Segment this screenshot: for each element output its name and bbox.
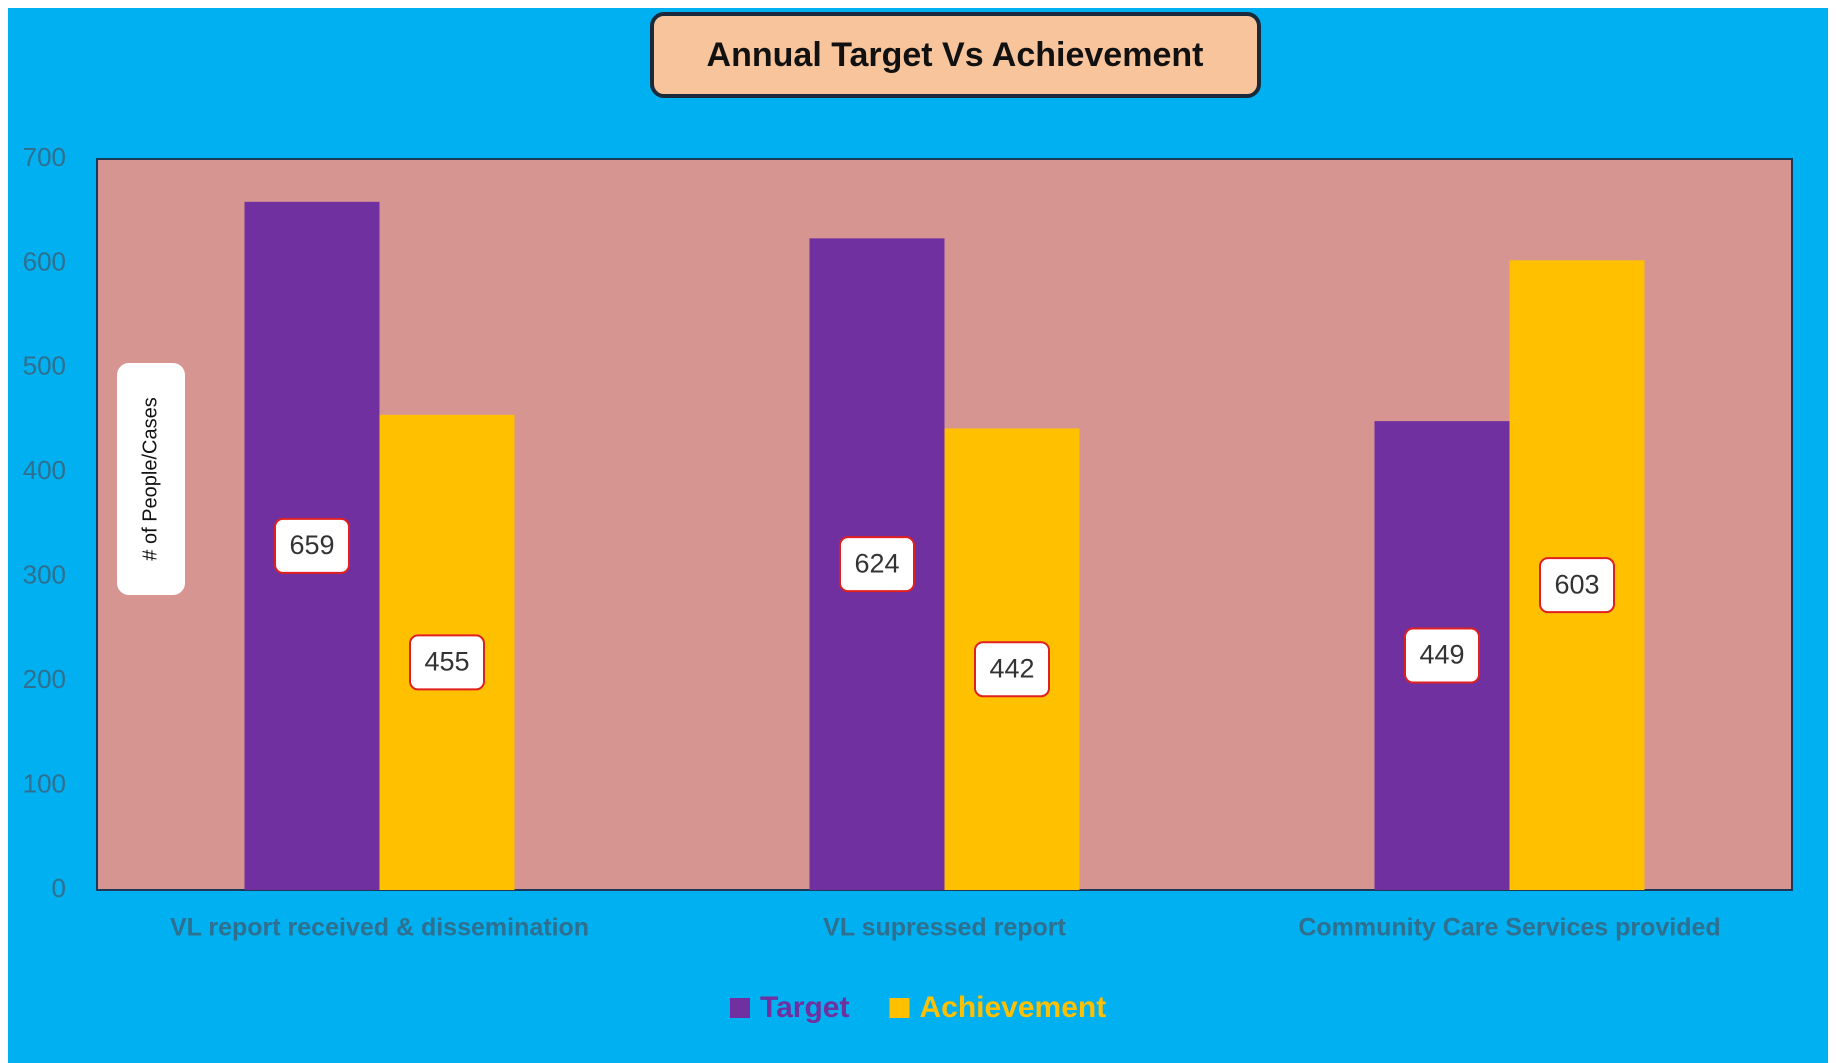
y-label-box	[117, 363, 185, 595]
data-label-box	[1404, 627, 1480, 684]
y-tick-label: 300	[23, 560, 66, 590]
y-tick-label: 500	[23, 351, 66, 381]
data-label-box	[409, 634, 485, 691]
data-label-box	[274, 517, 350, 574]
data-label: 449	[1419, 640, 1464, 670]
data-label-box	[1539, 557, 1615, 614]
data-label: 455	[424, 647, 469, 677]
y-axis-label: # of People/Cases	[139, 397, 161, 560]
y-tick-label: 400	[23, 455, 66, 485]
data-label-box	[839, 536, 915, 593]
legend-label: Target	[760, 991, 849, 1024]
legend-label: Achievement	[919, 991, 1106, 1024]
chart-title: Annual Target Vs Achievement	[707, 36, 1204, 74]
x-tick-label: Community Care Services provided	[1298, 914, 1720, 942]
data-label: 659	[289, 530, 334, 560]
data-label-box	[974, 641, 1050, 698]
legend-swatch	[730, 998, 750, 1018]
title-box	[650, 12, 1261, 98]
data-label: 603	[1554, 569, 1599, 599]
x-tick-label: VL supressed report	[823, 914, 1066, 942]
data-label: 624	[854, 548, 899, 578]
legend-swatch	[889, 998, 910, 1018]
y-tick-label: 100	[23, 768, 66, 798]
x-tick-label: VL report received & dissemination	[170, 914, 589, 942]
y-tick-label: 600	[23, 246, 66, 276]
y-tick-label: 0	[52, 873, 66, 903]
y-tick-label: 200	[23, 664, 66, 694]
y-tick-label: 700	[23, 142, 66, 172]
data-label: 442	[989, 653, 1034, 683]
